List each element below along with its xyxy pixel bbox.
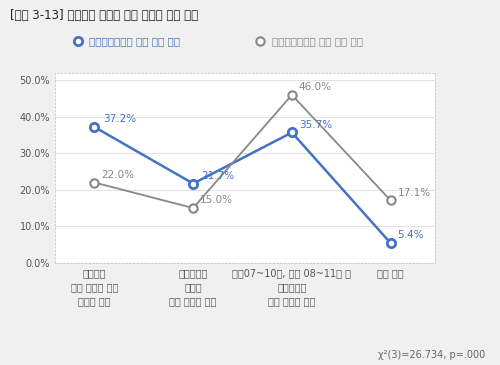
Text: 승차공유서비스 이용 경험 있음: 승차공유서비스 이용 경험 있음 <box>89 36 180 46</box>
Text: 37.2%: 37.2% <box>103 114 136 124</box>
Text: [그림 3-13] 승차공유 서비스 이용 경험과 허용 범위: [그림 3-13] 승차공유 서비스 이용 경험과 허용 범위 <box>10 9 198 22</box>
Text: 승차공유서비스 이용 경험 없음: 승차공유서비스 이용 경험 없음 <box>272 36 362 46</box>
Text: 46.0%: 46.0% <box>299 82 332 92</box>
Text: 17.1%: 17.1% <box>398 188 430 197</box>
Text: 35.7%: 35.7% <box>299 120 332 130</box>
Text: 21.7%: 21.7% <box>202 171 234 181</box>
Text: χ²(3)=26.734, p=.000: χ²(3)=26.734, p=.000 <box>378 350 485 360</box>
Text: 15.0%: 15.0% <box>200 195 233 205</box>
Text: 5.4%: 5.4% <box>398 230 424 240</box>
Text: 22.0%: 22.0% <box>102 170 134 180</box>
